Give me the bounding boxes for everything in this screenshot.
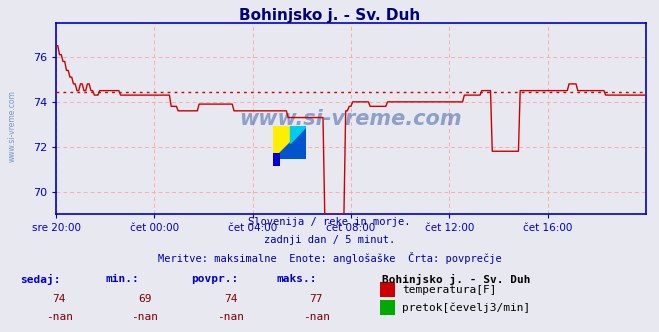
Text: -nan: -nan (303, 312, 330, 322)
Text: 69: 69 (138, 294, 152, 304)
Text: 74: 74 (224, 294, 237, 304)
Text: 77: 77 (310, 294, 323, 304)
Text: -nan: -nan (132, 312, 158, 322)
Text: sedaj:: sedaj: (20, 274, 60, 285)
Text: -nan: -nan (217, 312, 244, 322)
Text: min.:: min.: (105, 274, 139, 284)
Text: zadnji dan / 5 minut.: zadnji dan / 5 minut. (264, 235, 395, 245)
Text: povpr.:: povpr.: (191, 274, 239, 284)
Text: temperatura[F]: temperatura[F] (402, 285, 496, 295)
Polygon shape (290, 126, 306, 143)
Text: Bohinjsko j. - Sv. Duh: Bohinjsko j. - Sv. Duh (239, 8, 420, 23)
Text: www.si-vreme.com: www.si-vreme.com (240, 109, 462, 129)
Polygon shape (273, 126, 306, 159)
Text: Bohinjsko j. - Sv. Duh: Bohinjsko j. - Sv. Duh (382, 274, 530, 285)
Text: Slovenija / reke in morje.: Slovenija / reke in morje. (248, 217, 411, 227)
Text: Meritve: maksimalne  Enote: anglošaške  Črta: povprečje: Meritve: maksimalne Enote: anglošaške Čr… (158, 252, 501, 264)
Text: pretok[čevelj3/min]: pretok[čevelj3/min] (402, 303, 530, 313)
Text: 74: 74 (53, 294, 66, 304)
Polygon shape (273, 126, 306, 159)
Text: -nan: -nan (46, 312, 72, 322)
Text: maks.:: maks.: (277, 274, 317, 284)
Text: www.si-vreme.com: www.si-vreme.com (8, 90, 17, 162)
